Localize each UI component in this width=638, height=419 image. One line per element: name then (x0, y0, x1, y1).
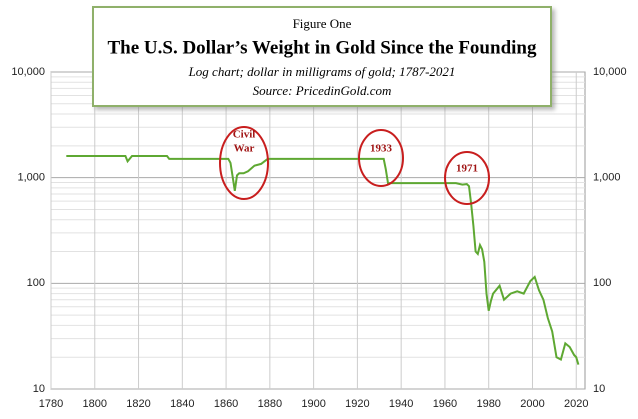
x-tick-label: 2020 (564, 398, 588, 410)
plot-background (50, 71, 586, 390)
y2-tick-label: 10,000 (593, 66, 627, 78)
x-tick-label: 2000 (520, 398, 544, 410)
annotation-circle (444, 151, 490, 205)
x-tick-label: 1900 (301, 398, 325, 410)
x-tick-label: 1800 (83, 398, 107, 410)
y-tick-label: 1,000 (17, 172, 45, 184)
x-tick-label: 1980 (476, 398, 500, 410)
y2-tick-label: 100 (593, 277, 611, 289)
chart-source: Source: PricedinGold.com (253, 83, 392, 98)
y2-tick-label: 10 (593, 383, 605, 395)
data-line (66, 155, 580, 365)
x-tick-label: 1820 (126, 398, 150, 410)
plot-area: 10 10 100 100 1,000 1,000 10,000 10,000 1780 1800… (11, 66, 626, 410)
annotation-text: Civil (233, 129, 256, 141)
annotation-circle (358, 129, 404, 187)
x-tick-label: 1860 (214, 398, 238, 410)
chart-subtitle: Log chart; dollar in milligrams of gold;… (188, 64, 456, 79)
chart-title: The U.S. Dollar’s Weight in Gold Since t… (108, 37, 537, 58)
title-frame (92, 6, 552, 107)
annotation-text: War (234, 143, 255, 155)
x-tick-label: 1940 (389, 398, 413, 410)
annotation-text: 1971 (456, 163, 478, 175)
y-tick-label: 10 (33, 383, 45, 395)
x-tick-label: 1840 (170, 398, 194, 410)
x-tick-label: 1780 (39, 398, 63, 410)
figure-label: Figure One (293, 16, 352, 31)
y-tick-label: 10,000 (11, 66, 45, 78)
annotation-text: 1933 (370, 143, 393, 155)
annotation-circle (219, 126, 269, 200)
x-tick-label: 1880 (258, 398, 282, 410)
title-box: Figure One The U.S. Dollar’s Weight in G… (92, 6, 552, 107)
x-tick-label: 1920 (345, 398, 369, 410)
x-tick-label: 1960 (433, 398, 457, 410)
y-tick-label: 100 (27, 277, 45, 289)
y2-tick-label: 1,000 (593, 172, 621, 184)
